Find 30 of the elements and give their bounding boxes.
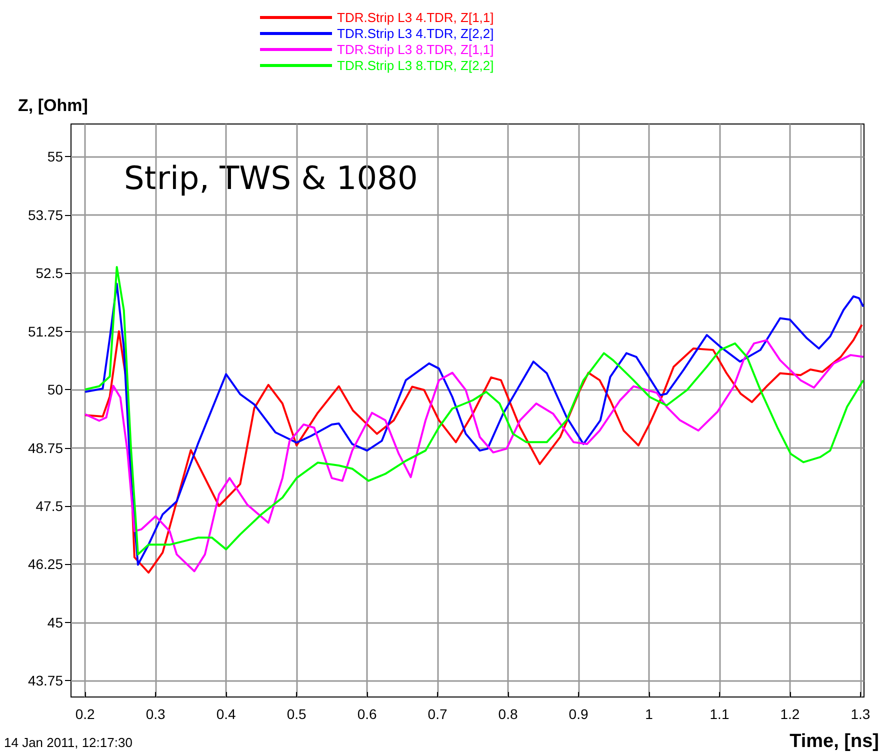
x-tick-label: 0.4 [216,706,236,722]
y-tick-label: 47.5 [36,498,64,514]
x-tick-label: 0.7 [428,706,448,722]
x-tick-label: 0.2 [75,706,96,722]
y-tick-label: 50 [47,382,64,398]
y-tick-label: 52.5 [36,265,64,282]
x-axis-title: Time, [ns] [790,731,880,752]
y-axis-title: Z, [Ohm] [18,96,88,115]
y-tick-label: 45 [47,614,64,630]
text: TDR.Strip L3 4.TDR, Z[1,1] [337,10,494,25]
x-tick-label: 0.6 [357,706,377,722]
y-tick-label: 48.75 [28,440,64,456]
x-tick-label: 0.5 [286,706,307,722]
y-tick-label: 46.25 [28,556,64,572]
x-tick-label: 1.2 [780,706,800,722]
y-tick-label: 43.75 [28,672,64,689]
x-tick-label: 0.8 [498,706,518,722]
text: TDR.Strip L3 8.TDR, Z[2,2] [337,58,494,73]
x-tick-label: 1 [645,706,654,722]
x-tick-label: 0.3 [146,706,166,722]
y-tick-label: 51.25 [28,323,64,340]
text: 14 Jan 2011, 12:17:30 [4,735,132,750]
text: TDR.Strip L3 8.TDR, Z[1,1] [337,42,494,57]
y-tick-label: 55 [47,148,64,165]
text: TDR.Strip L3 4.TDR, Z[2,2] [337,26,494,41]
x-tick-label: 1.3 [850,706,870,722]
x-tick-label: 1.1 [710,706,730,722]
text: Strip, TWS & 1080 [124,159,418,197]
y-tick-label: 53.75 [28,206,64,223]
x-tick-label: 0.9 [568,706,588,722]
